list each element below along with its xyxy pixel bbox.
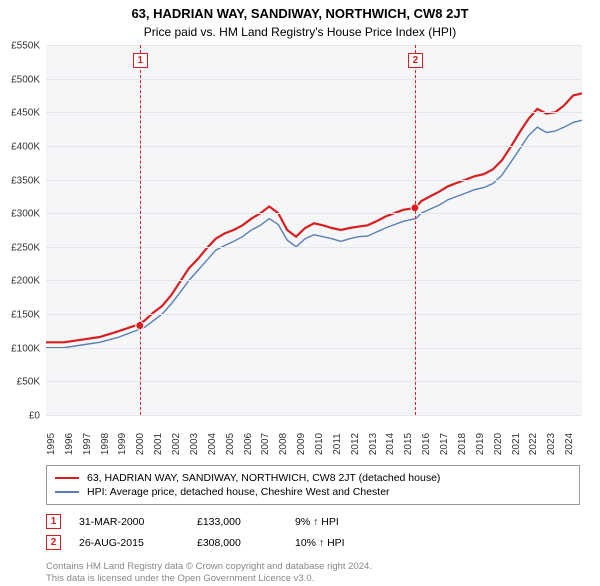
y-tick-label: £400K	[11, 141, 40, 152]
y-tick-label: £250K	[11, 242, 40, 253]
y-tick-label: £300K	[11, 209, 40, 220]
gridline-h	[46, 247, 582, 248]
y-axis: £0£50K£100K£150K£200K£250K£300K£350K£400…	[0, 46, 44, 416]
chart-container: 63, HADRIAN WAY, SANDIWAY, NORTHWICH, CW…	[0, 0, 600, 560]
x-axis: 1995 1996 1997 1998 1999 2000 2001 2002 2003 2004…	[46, 416, 582, 458]
x-tick-label: 2005	[225, 433, 236, 455]
gridline-h	[46, 180, 582, 181]
sale-marker-label: 1	[133, 53, 148, 68]
gridline-h	[46, 146, 582, 147]
y-tick-label: £450K	[11, 108, 40, 119]
x-tick-label: 1997	[82, 433, 93, 455]
x-tick-label: 2004	[207, 433, 218, 455]
gridline-h	[46, 45, 582, 46]
events-table: 1 31-MAR-2000 £133,000 9% ↑ HPI 2 26-AUG-2015…	[46, 511, 580, 553]
x-tick-label: 2023	[546, 433, 557, 455]
x-tick-label: 2010	[314, 433, 325, 455]
y-tick-label: £350K	[11, 175, 40, 186]
legend-swatch	[55, 491, 79, 492]
x-tick-label: 1999	[117, 433, 128, 455]
gridline-h	[46, 348, 582, 349]
x-tick-label: 2002	[171, 433, 182, 455]
x-tick-label: 2008	[278, 433, 289, 455]
x-tick-label: 2001	[153, 433, 164, 455]
legend-label: HPI: Average price, detached house, Ches…	[87, 486, 390, 498]
x-tick-label: 2019	[475, 433, 486, 455]
event-marker-box: 1	[46, 514, 61, 529]
x-tick-label: 2007	[260, 433, 271, 455]
x-tick-label: 2024	[564, 433, 575, 455]
legend-swatch	[55, 477, 79, 479]
footer-line2: This data is licensed under the Open Gov…	[46, 573, 580, 585]
plot-svg	[46, 45, 582, 415]
y-tick-label: £100K	[11, 343, 40, 354]
gridline-h	[46, 112, 582, 113]
chart-title: 63, HADRIAN WAY, SANDIWAY, NORTHWICH, CW…	[0, 0, 600, 21]
x-tick-label: 2016	[421, 433, 432, 455]
sale-marker-label: 2	[408, 53, 423, 68]
gridline-h	[46, 79, 582, 80]
gridline-h	[46, 280, 582, 281]
x-tick-label: 2000	[135, 433, 146, 455]
y-tick-label: £50K	[17, 377, 40, 388]
legend-box: 63, HADRIAN WAY, SANDIWAY, NORTHWICH, CW…	[46, 465, 580, 505]
event-date: 31-MAR-2000	[79, 516, 179, 528]
footer-attribution: Contains HM Land Registry data © Crown c…	[46, 561, 580, 586]
event-date: 26-AUG-2015	[79, 537, 179, 549]
legend-row: HPI: Average price, detached house, Ches…	[55, 485, 571, 499]
event-row: 2 26-AUG-2015 £308,000 10% ↑ HPI	[46, 532, 580, 553]
chart-subtitle: Price paid vs. HM Land Registry's House …	[0, 21, 600, 45]
y-tick-label: £200K	[11, 276, 40, 287]
x-tick-label: 2013	[368, 433, 379, 455]
x-tick-label: 1996	[64, 433, 75, 455]
y-tick-label: £150K	[11, 310, 40, 321]
x-tick-label: 2012	[350, 433, 361, 455]
gridline-h	[46, 213, 582, 214]
x-tick-label: 2015	[403, 433, 414, 455]
x-tick-label: 2021	[511, 433, 522, 455]
event-delta: 10% ↑ HPI	[295, 537, 345, 549]
y-tick-label: £500K	[11, 74, 40, 85]
x-tick-label: 2022	[528, 433, 539, 455]
legend-row: 63, HADRIAN WAY, SANDIWAY, NORTHWICH, CW…	[55, 471, 571, 485]
event-delta: 9% ↑ HPI	[295, 516, 339, 528]
y-tick-label: £0	[29, 411, 40, 422]
gridline-h	[46, 314, 582, 315]
x-tick-label: 2006	[243, 433, 254, 455]
x-tick-label: 2018	[457, 433, 468, 455]
x-tick-label: 1998	[100, 433, 111, 455]
event-price: £133,000	[197, 516, 277, 528]
x-tick-label: 2011	[332, 433, 343, 455]
y-tick-label: £550K	[11, 41, 40, 52]
event-row: 1 31-MAR-2000 £133,000 9% ↑ HPI	[46, 511, 580, 532]
event-marker-box: 2	[46, 535, 61, 550]
x-tick-label: 2009	[296, 433, 307, 455]
plot-area: 12	[46, 45, 582, 415]
x-tick-label: 2014	[385, 433, 396, 455]
sale-marker-vline	[415, 45, 416, 415]
footer-line1: Contains HM Land Registry data © Crown c…	[46, 561, 580, 573]
legend-label: 63, HADRIAN WAY, SANDIWAY, NORTHWICH, CW…	[87, 472, 440, 484]
series-property	[46, 93, 582, 342]
x-tick-label: 2020	[493, 433, 504, 455]
x-tick-label: 2003	[189, 433, 200, 455]
event-price: £308,000	[197, 537, 277, 549]
sale-marker-vline	[140, 45, 141, 415]
x-tick-label: 1995	[46, 433, 57, 455]
x-tick-label: 2017	[439, 433, 450, 455]
gridline-h	[46, 381, 582, 382]
